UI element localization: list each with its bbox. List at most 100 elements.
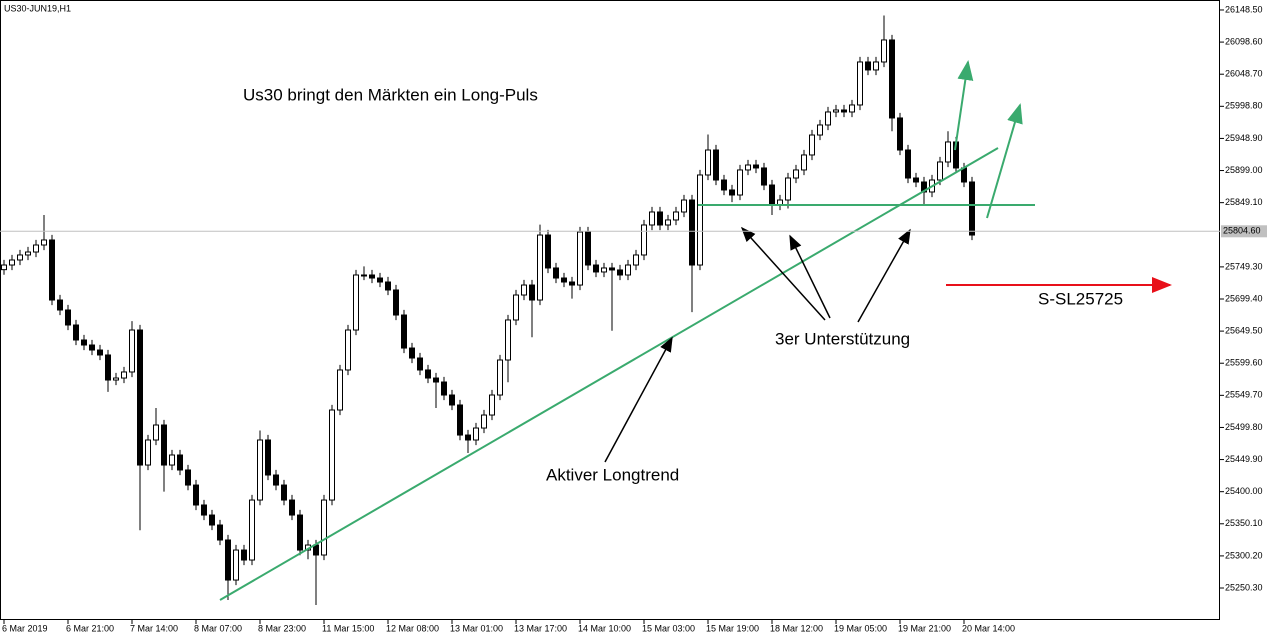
y-tick-label: 25400.00 [1225, 486, 1263, 496]
candle-body [1, 264, 7, 271]
candle-body [401, 314, 407, 349]
candle-body [769, 184, 775, 206]
candle-body [257, 439, 263, 501]
candle-body [905, 149, 911, 179]
candle-body [753, 164, 759, 169]
candle-body [785, 177, 791, 201]
candle-body [353, 274, 359, 331]
candle-body [553, 267, 559, 279]
candle-body [801, 154, 807, 171]
candle-body [145, 439, 151, 466]
candle-body [337, 369, 343, 411]
candle-body [121, 371, 127, 379]
candle-body [609, 267, 615, 271]
candle-body [393, 289, 399, 316]
x-tick-label: 12 Mar 08:00 [386, 623, 439, 633]
candle-body [665, 219, 671, 226]
candle-body [369, 274, 375, 279]
candle-body [873, 61, 879, 71]
candle-body [569, 281, 575, 286]
x-tick-label: 15 Mar 19:00 [706, 623, 759, 633]
candle-body [233, 549, 239, 581]
candle-body [649, 211, 655, 226]
candle-body [217, 524, 223, 541]
y-tick-label: 25899.00 [1225, 165, 1263, 175]
candle-body [481, 414, 487, 429]
y-tick-label: 25749.30 [1225, 261, 1263, 271]
candle-body [425, 369, 431, 379]
candle-body [585, 231, 591, 266]
y-tick-label: 25549.70 [1225, 390, 1263, 400]
y-tick-label: 25499.80 [1225, 422, 1263, 432]
candle-body [361, 274, 367, 277]
candle-body [625, 264, 631, 276]
annotation: Aktiver Longtrend [546, 465, 679, 484]
candle-body [241, 549, 247, 561]
candle-body [673, 211, 679, 221]
x-tick-label: 8 Mar 23:00 [258, 623, 306, 633]
candle-body [657, 211, 663, 226]
candle-body [833, 109, 839, 113]
y-tick-label: 26098.60 [1225, 36, 1263, 46]
candle-body [969, 181, 975, 236]
candle-body [761, 167, 767, 186]
candle-body [537, 234, 543, 301]
candle-body [889, 39, 895, 119]
candle-body [489, 394, 495, 416]
candle-body [561, 277, 567, 283]
candle-body [945, 141, 951, 163]
candle-body [721, 179, 727, 191]
candle-body [809, 134, 815, 156]
candle-body [497, 359, 503, 396]
y-tick-label: 25250.30 [1225, 582, 1263, 592]
candle-body [33, 244, 39, 253]
candle-body [185, 469, 191, 486]
x-tick-label: 19 Mar 05:00 [834, 623, 887, 633]
candle-body [225, 539, 231, 581]
arrow [740, 226, 826, 321]
candle-body [153, 424, 159, 441]
candle-body [81, 339, 87, 346]
candle-body [441, 381, 447, 396]
y-tick-label: 25948.90 [1225, 133, 1263, 143]
candle-body [137, 329, 143, 466]
annotation: Us30 bringt den Märkten ein Long-Puls [243, 85, 538, 104]
candle-body [161, 424, 167, 466]
candle-body [465, 434, 471, 441]
candle-body [681, 199, 687, 213]
y-tick-label: 25649.50 [1225, 325, 1263, 335]
candle-body [593, 264, 599, 273]
candle-body [457, 404, 463, 436]
candle-body [265, 439, 271, 476]
candle-body [865, 61, 871, 71]
candle-body [433, 377, 439, 383]
candle-body [17, 254, 23, 261]
candle-body [377, 277, 383, 283]
candle-body [745, 164, 751, 171]
candle-body [113, 377, 119, 381]
annotation: S-SL25725 [1038, 289, 1123, 308]
arrow [789, 234, 831, 319]
candle-body [937, 161, 943, 181]
candle-body [97, 349, 103, 356]
candle-body [697, 174, 703, 266]
candle-body [41, 239, 47, 246]
candle-body [737, 169, 743, 196]
candle-body [209, 514, 215, 526]
arrow [604, 336, 673, 463]
candle-body [281, 484, 287, 501]
candle-body [641, 224, 647, 256]
candle-body [449, 394, 455, 406]
y-tick-label: 25599.60 [1225, 358, 1263, 368]
plot-frame [0, 0, 1220, 620]
x-tick-label: 6 Mar 2019 [2, 623, 48, 633]
candle-body [633, 254, 639, 266]
candle-body [289, 499, 295, 516]
candle-body [297, 514, 303, 551]
candle-body [857, 61, 863, 106]
x-tick-label: 20 Mar 14:00 [962, 623, 1015, 633]
candle-body [25, 251, 31, 256]
price-box [1221, 225, 1267, 238]
candle-body [57, 299, 63, 311]
